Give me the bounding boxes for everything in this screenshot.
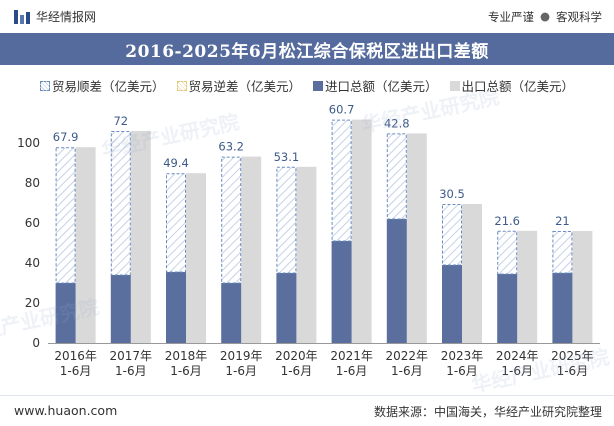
import-bar (442, 265, 462, 343)
surplus-data-label: 42.8 (384, 116, 410, 130)
x-tick-label: 2018年 (165, 349, 208, 363)
y-tick-label: 60 (25, 216, 40, 230)
surplus-data-label: 60.7 (329, 103, 355, 117)
x-tick-label: 1-6月 (501, 364, 533, 378)
export-bar (296, 166, 317, 343)
footer-divider (0, 395, 614, 396)
surplus-bar (110, 131, 131, 276)
slogan-tag-2: 客观科学 (556, 10, 602, 24)
surplus-bar (55, 147, 76, 284)
export-bar (186, 173, 206, 343)
chart-legend: 贸易顺差（亿美元） 贸易逆差（亿美元） 进口总额（亿美元） 出口总额（亿美元） (40, 76, 574, 95)
x-tick-label: 1-6月 (170, 364, 202, 378)
legend-item-deficit[interactable]: 贸易逆差（亿美元） (176, 76, 302, 95)
legend-item-import[interactable]: 进口总额（亿美元） (313, 76, 438, 95)
export-bar (517, 230, 538, 343)
surplus-bar (221, 156, 242, 284)
x-tick-label: 1-6月 (115, 364, 147, 378)
legend-item-export[interactable]: 出口总额（亿美元） (449, 76, 575, 95)
export-bar (241, 156, 262, 343)
slogan-tag-1: 专业严谨 (487, 10, 534, 24)
title-bar: 2016-2025年6月松江综合保税区进出口差额 (0, 33, 614, 65)
surplus-data-label: 30.5 (439, 187, 465, 201)
x-tick-label: 1-6月 (60, 364, 92, 378)
export-bar (572, 231, 593, 343)
footer: www.huaon.com 数据来源：中国海关，华经产业研究院整理 (0, 396, 614, 426)
surplus-data-label: 53.1 (274, 150, 300, 164)
legend-item-surplus[interactable]: 贸易顺差（亿美元） (40, 76, 165, 95)
x-tick-label: 2024年 (496, 349, 539, 363)
x-tick-label: 2021年 (330, 349, 373, 363)
surplus-data-label: 21 (555, 214, 570, 228)
import-bar (55, 283, 76, 343)
legend-swatch-surplus (40, 80, 50, 91)
top-bar: 华经情报网 专业严谨 ● 客观科学 (0, 0, 614, 34)
surplus-bar (166, 173, 186, 273)
surplus-bar (497, 230, 518, 275)
legend-label-export: 出口总额（亿美元） (461, 79, 575, 94)
export-bar (406, 133, 427, 343)
surplus-bar (386, 133, 407, 220)
surplus-data-label: 21.6 (494, 214, 520, 228)
surplus-bar (331, 119, 352, 242)
x-tick-label: 2017年 (110, 349, 153, 363)
y-tick-label: 20 (25, 296, 40, 310)
footer-site-link[interactable]: www.huaon.com (14, 403, 118, 418)
footer-source: 数据来源：中国海关，华经产业研究院整理 (373, 405, 602, 419)
export-bar (75, 147, 96, 343)
legend-swatch-export (449, 80, 460, 91)
legend-swatch-import (313, 80, 324, 91)
slogan-separator: ● (539, 9, 550, 23)
export-bar (130, 131, 151, 343)
x-tick-label: 1-6月 (391, 364, 423, 378)
import-bar (276, 273, 297, 343)
import-bar (110, 275, 131, 343)
x-tick-label: 2016年 (54, 349, 97, 363)
y-tick-label: 100 (17, 136, 40, 150)
chart-title: 2016-2025年6月松江综合保税区进出口差额 (125, 41, 489, 62)
export-bar (462, 204, 482, 343)
x-tick-label: 2025年 (551, 349, 594, 363)
import-bar (221, 283, 242, 343)
surplus-bar (442, 204, 462, 266)
legend-label-import: 进口总额（亿美元） (325, 79, 438, 94)
legend-label-surplus: 贸易顺差（亿美元） (52, 79, 165, 94)
export-bar (351, 119, 372, 343)
legend-swatch-deficit (176, 80, 187, 91)
x-tick-label: 2022年 (386, 349, 429, 363)
x-tick-label: 1-6月 (281, 364, 313, 378)
y-tick-label: 40 (25, 256, 40, 270)
x-tick-label: 2023年 (441, 349, 484, 363)
x-tick-label: 2020年 (275, 349, 318, 363)
import-bar (331, 241, 352, 343)
slogan: 专业严谨 ● 客观科学 (488, 9, 602, 25)
surplus-data-label: 49.4 (163, 156, 189, 170)
surplus-bar (276, 166, 297, 274)
legend-label-deficit: 贸易逆差（亿美元） (188, 79, 302, 94)
brand-logo-icon (14, 9, 30, 24)
y-tick-label: 80 (25, 176, 40, 190)
x-tick-label: 1-6月 (557, 364, 589, 378)
import-bar (386, 219, 407, 343)
x-tick-label: 1-6月 (446, 364, 478, 378)
import-bar (552, 273, 573, 343)
surplus-data-label: 63.2 (218, 140, 244, 154)
x-tick-label: 2019年 (220, 349, 263, 363)
surplus-data-label: 67.9 (53, 130, 79, 144)
brand[interactable]: 华经情报网 (14, 8, 96, 25)
x-tick-label: 1-6月 (336, 364, 368, 378)
surplus-bar (552, 231, 573, 274)
brand-name: 华经情报网 (36, 10, 97, 24)
surplus-data-label: 72 (113, 114, 128, 128)
import-bar (166, 272, 186, 343)
x-tick-label: 1-6月 (225, 364, 257, 378)
import-bar (497, 274, 518, 343)
y-tick-label: 0 (32, 336, 40, 350)
